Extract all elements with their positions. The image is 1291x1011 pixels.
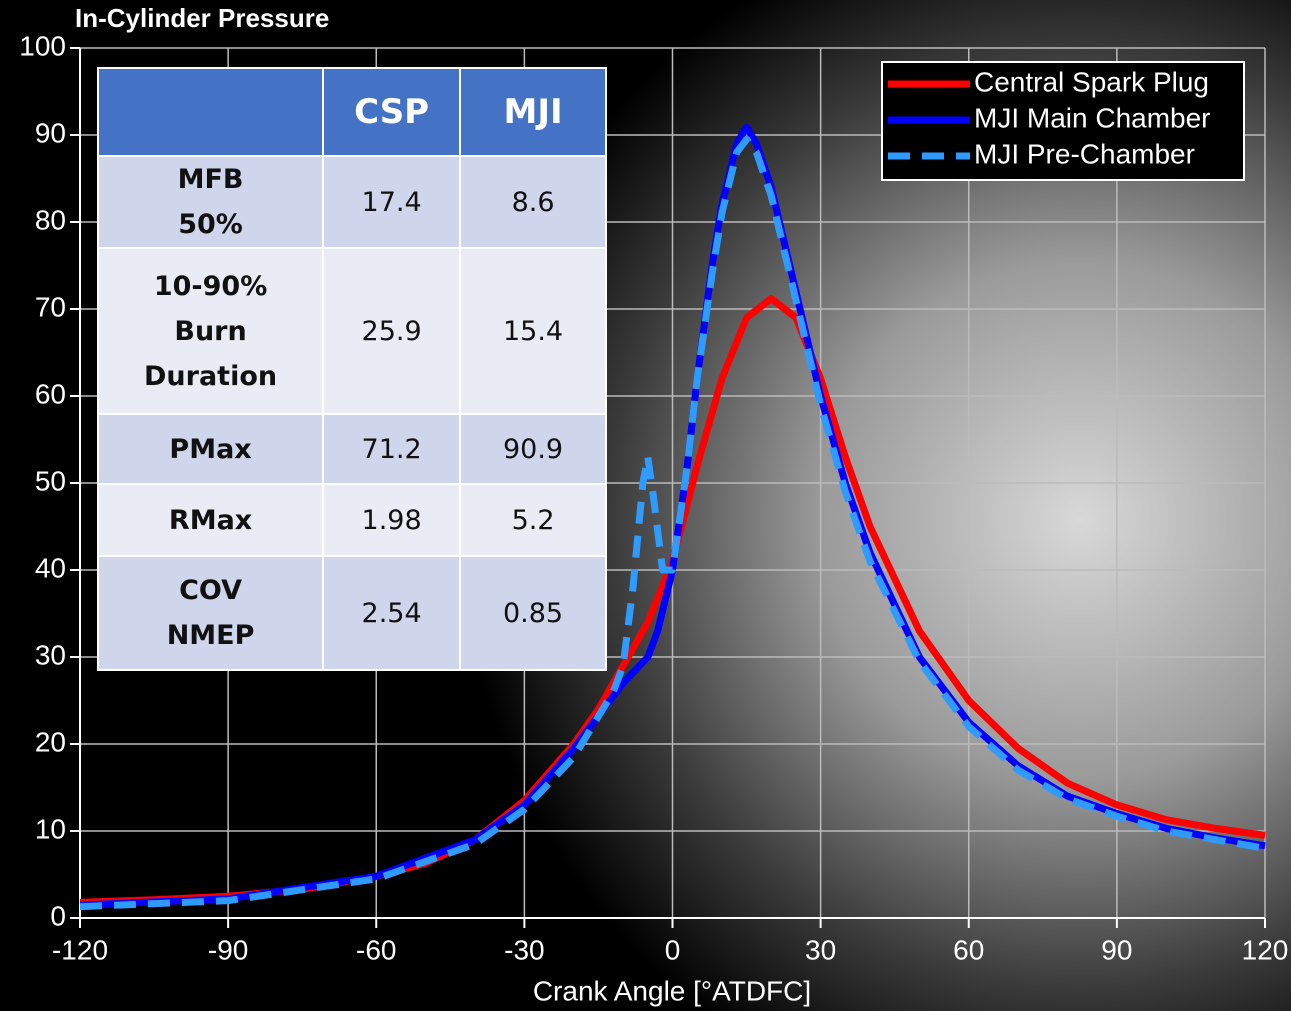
y-tick-label: 80 [35, 204, 66, 235]
y-tick-label: 40 [35, 552, 66, 583]
table-row: MFB 50% 17.4 8.6 [96, 155, 607, 249]
x-axis-label: Crank Angle [°ATDFC] [533, 975, 811, 1006]
value-cell: 0.85 [459, 555, 607, 671]
value-cell: 17.4 [322, 155, 462, 249]
stats-table: CSP MJI MFB 50% 17.4 8.6 10-90% Burn Durati… [96, 67, 607, 671]
x-tick-label: -90 [208, 934, 248, 965]
label-cell: 10-90% Burn Duration [96, 247, 325, 415]
y-tick-label: 50 [35, 465, 66, 496]
value-cell: 25.9 [322, 247, 462, 415]
legend-label: MJI Main Chamber [974, 102, 1211, 133]
x-tick-label: -60 [356, 934, 396, 965]
x-tick-label: 0 [665, 934, 681, 965]
y-tick-label: 10 [35, 813, 66, 844]
value-cell: 8.6 [459, 155, 607, 249]
table-row: PMax 71.2 90.9 [96, 413, 607, 485]
chart-title: In-Cylinder Pressure [75, 3, 329, 33]
value-cell: 2.54 [322, 555, 462, 671]
legend-label: MJI Pre-Chamber [974, 138, 1195, 169]
header-cell [96, 67, 325, 157]
header-cell: MJI [459, 67, 607, 157]
x-tick-label: 30 [805, 934, 836, 965]
value-cell: 15.4 [459, 247, 607, 415]
x-tick-label: 120 [1242, 934, 1289, 965]
y-tick-label: 60 [35, 378, 66, 409]
y-tick-label: 70 [35, 291, 66, 322]
x-tick-label: -120 [52, 934, 108, 965]
header-cell: CSP [322, 67, 462, 157]
y-tick-label: 100 [19, 30, 66, 61]
line-series [79, 123, 1266, 909]
y-tick-label: 90 [35, 117, 66, 148]
value-cell: 90.9 [459, 413, 607, 485]
label-cell: PMax [96, 413, 325, 485]
value-cell: 1.98 [322, 483, 462, 557]
table-row: COV NMEP 2.54 0.85 [96, 555, 607, 671]
value-cell: 5.2 [459, 483, 607, 557]
line-series [79, 135, 1266, 911]
label-cell: MFB 50% [96, 155, 325, 249]
label-cell: RMax [96, 483, 325, 557]
header-row: CSP MJI [96, 67, 607, 157]
y-tick-label: 0 [50, 900, 66, 931]
y-tick-label: 20 [35, 726, 66, 757]
table-row: 10-90% Burn Duration 25.9 15.4 [96, 247, 607, 415]
x-tick-label: 60 [953, 934, 984, 965]
x-tick-label: -30 [504, 934, 544, 965]
table-row: RMax 1.98 5.2 [96, 483, 607, 557]
y-tick-label: 30 [35, 639, 66, 670]
legend-label: Central Spark Plug [974, 66, 1209, 97]
x-tick-label: 90 [1101, 934, 1132, 965]
label-cell: COV NMEP [96, 555, 325, 671]
value-cell: 71.2 [322, 413, 462, 485]
